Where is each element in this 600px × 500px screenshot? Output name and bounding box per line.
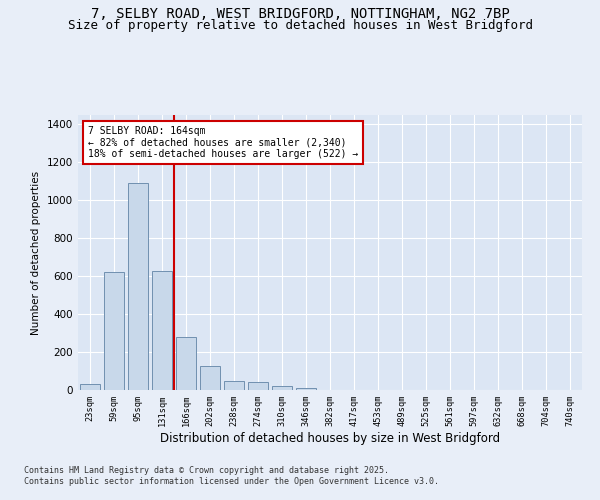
Text: Contains HM Land Registry data © Crown copyright and database right 2025.: Contains HM Land Registry data © Crown c… xyxy=(24,466,389,475)
Bar xyxy=(128,184,148,390)
Bar xyxy=(296,388,316,390)
Y-axis label: Number of detached properties: Number of detached properties xyxy=(31,170,41,334)
Bar xyxy=(176,337,196,390)
Bar xyxy=(224,380,244,390)
Text: 7, SELBY ROAD, WEST BRIDGFORD, NOTTINGHAM, NG2 7BP: 7, SELBY ROAD, WEST BRIDGFORD, NOTTINGHA… xyxy=(91,8,509,22)
X-axis label: Distribution of detached houses by size in West Bridgford: Distribution of detached houses by size … xyxy=(160,432,500,445)
Text: 7 SELBY ROAD: 164sqm
← 82% of detached houses are smaller (2,340)
18% of semi-de: 7 SELBY ROAD: 164sqm ← 82% of detached h… xyxy=(88,126,358,159)
Bar xyxy=(104,272,124,390)
Bar xyxy=(152,270,172,390)
Bar xyxy=(248,382,268,390)
Bar xyxy=(80,384,100,390)
Text: Size of property relative to detached houses in West Bridgford: Size of property relative to detached ho… xyxy=(67,19,533,32)
Bar xyxy=(200,366,220,390)
Bar xyxy=(272,386,292,390)
Text: Contains public sector information licensed under the Open Government Licence v3: Contains public sector information licen… xyxy=(24,477,439,486)
